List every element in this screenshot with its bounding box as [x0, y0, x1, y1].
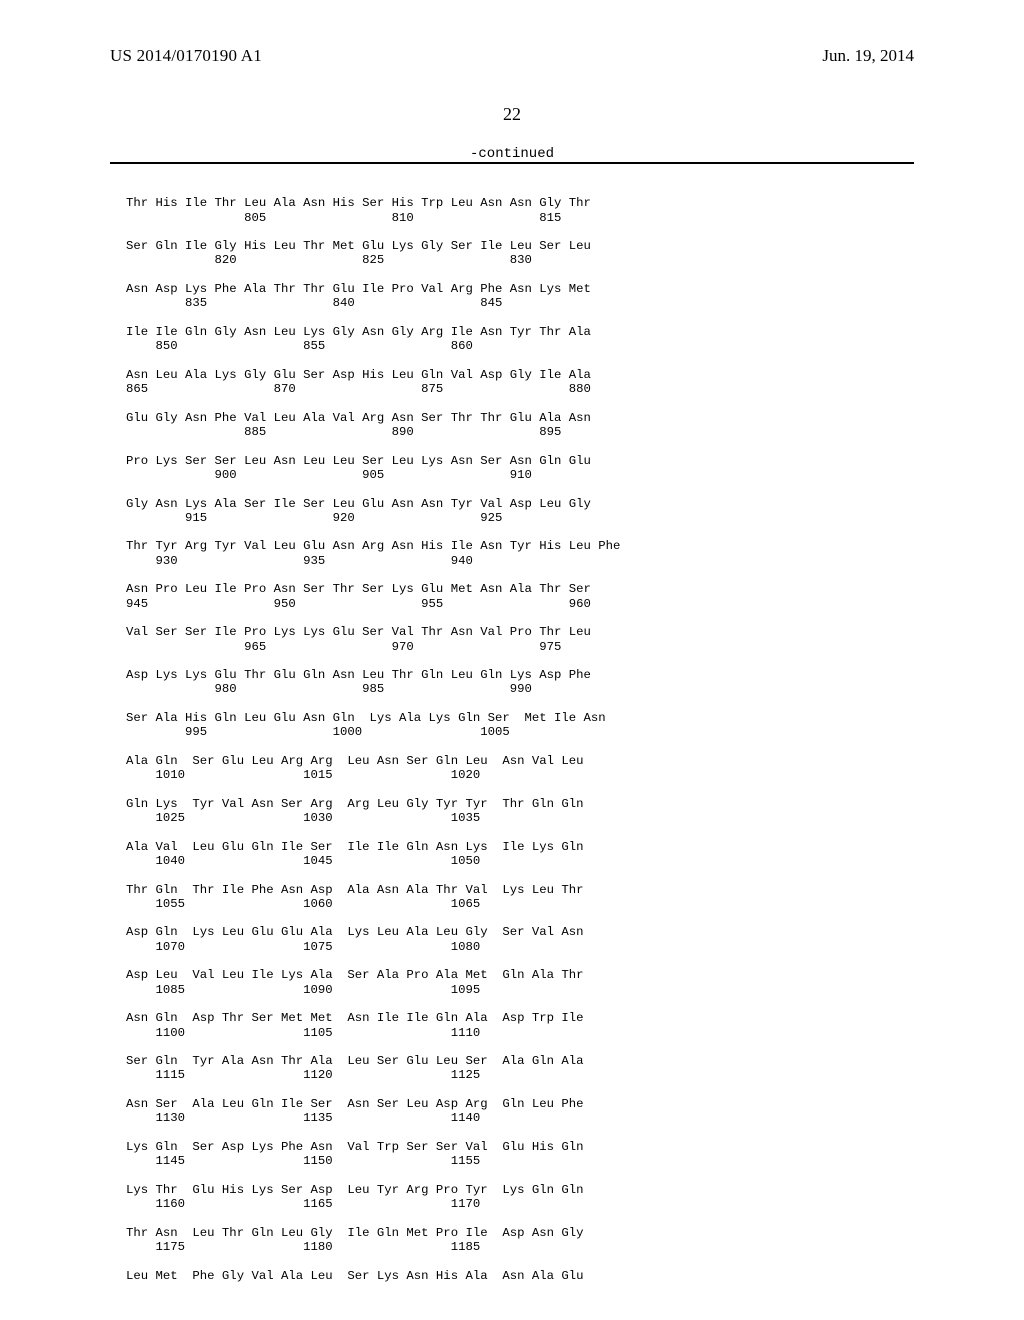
sequence-listing: Thr His Ile Thr Leu Ala Asn His Ser His …: [126, 196, 914, 1283]
horizontal-rule: [110, 162, 914, 164]
page: US 2014/0170190 A1 Jun. 19, 2014 22 -con…: [0, 0, 1024, 1320]
continued-label: -continued: [0, 146, 1024, 162]
page-number: 22: [0, 104, 1024, 125]
publication-id: US 2014/0170190 A1: [110, 46, 262, 66]
publication-date: Jun. 19, 2014: [822, 46, 914, 66]
